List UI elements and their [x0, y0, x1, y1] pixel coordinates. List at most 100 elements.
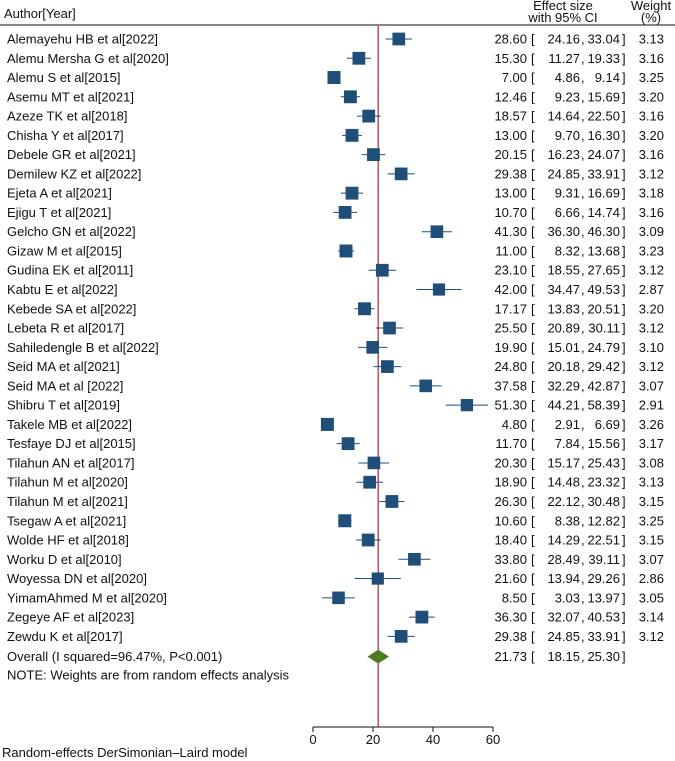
study-row: Alemu Mersha G et al[2020] 15.30 [11.27, 19… [7, 51, 664, 66]
study-ci-comma: , [581, 89, 585, 104]
study-ci-upper: 22.50 [587, 109, 620, 124]
study-ci-comma: , [581, 51, 585, 66]
study-ci-comma: , [581, 301, 585, 316]
study-point-square [338, 206, 352, 219]
study-ci-upper: 33.04 [587, 32, 620, 47]
study-ci-lower: 16.23 [547, 147, 580, 162]
study-effect-value: 7.00 [502, 70, 527, 85]
study-ci-lower: 15.01 [547, 340, 580, 355]
study-weight-value: 3.05 [639, 590, 664, 605]
overall-effect-value: 21.73 [494, 649, 527, 664]
study-label: Ejeta A et al[2021] [7, 186, 112, 201]
study-ci-close-bracket: ] [622, 340, 626, 355]
study-label: Seid MA et al [2022] [7, 378, 123, 393]
study-label: Kabtu E et al[2022] [7, 282, 118, 297]
study-ci-upper: 22.51 [587, 533, 620, 548]
study-weight-value: 2.86 [639, 571, 664, 586]
study-effect-value: 18.57 [494, 109, 527, 124]
study-point-square [345, 128, 359, 142]
study-label: Tsegaw A et al[2021] [7, 513, 126, 528]
study-ci-close-bracket: ] [622, 186, 626, 201]
study-row: Shibru T et al[2019] 51.30 [44.21, 58.39] 2.… [7, 398, 664, 413]
study-effect-value: 41.30 [494, 224, 527, 239]
study-weight-value: 3.08 [639, 455, 664, 470]
study-ci-upper: 20.51 [587, 301, 620, 316]
study-ci-open-bracket: [ [531, 32, 535, 47]
study-row: Demilew KZ et al[2022] 29.38 [24.85, 33.91]… [7, 166, 664, 181]
study-ci-upper: 15.56 [587, 436, 620, 451]
study-ci-upper: 14.74 [587, 205, 620, 220]
study-point-square [408, 552, 421, 566]
study-ci-comma: , [581, 455, 585, 470]
study-weight-value: 3.25 [639, 513, 664, 528]
study-point-square [362, 109, 376, 123]
study-label: Zewdu K et al[2017] [7, 629, 123, 644]
study-effect-value: 26.30 [494, 494, 527, 509]
study-row: Tilahun M et al[2020] 18.90 [14.48, 23.32] 3… [7, 475, 664, 490]
study-ci-open-bracket: [ [531, 109, 535, 124]
study-weight-value: 3.15 [639, 533, 664, 548]
study-ci-upper: 12.82 [587, 513, 620, 528]
study-effect-value: 13.00 [494, 128, 527, 143]
study-ci-comma: , [581, 166, 585, 181]
study-row: Asemu MT et al[2021] 12.46 [9.23, 15.69] 3.2… [7, 89, 664, 104]
study-ci-upper: 27.65 [587, 263, 620, 278]
study-ci-lower: 4.86 [555, 70, 580, 85]
study-ci-comma: , [581, 205, 585, 220]
study-ci-comma: , [581, 128, 585, 143]
study-effect-value: 10.70 [494, 205, 527, 220]
study-ci-lower: 32.07 [547, 610, 580, 625]
study-ci-open-bracket: [ [531, 359, 535, 374]
study-ci-upper: 13.97 [587, 590, 620, 605]
study-ci-close-bracket: ] [622, 301, 626, 316]
study-weight-value: 3.16 [639, 51, 664, 66]
study-point-square [394, 630, 408, 643]
study-ci-lower: 24.85 [547, 629, 580, 644]
study-row: Gelcho GN et al[2022] 41.30 [36.30, 46.30] 3… [7, 224, 664, 239]
study-row: Wolde HF et al[2018] 18.40 [14.29, 22.51] 3.… [7, 533, 664, 548]
study-label: Zegeye AF et al[2023] [7, 610, 134, 625]
study-weight-value: 3.16 [639, 205, 664, 220]
study-ci-upper: 6.69 [595, 417, 620, 432]
study-ci-comma: , [581, 533, 585, 548]
study-ci-open-bracket: [ [531, 89, 535, 104]
study-effect-value: 23.10 [494, 263, 527, 278]
study-ci-close-bracket: ] [622, 590, 626, 605]
study-ci-close-bracket: ] [622, 282, 626, 297]
study-label: Kebede SA et al[2022] [7, 301, 136, 316]
study-row: Seid MA et al[2021] 24.80 [20.18, 29.42] 3.1… [7, 359, 664, 374]
study-weight-value: 3.12 [639, 629, 664, 644]
study-weight-value: 3.20 [639, 128, 664, 143]
study-weight-value: 3.12 [639, 166, 664, 181]
study-label: Woyessa DN et al[2020] [7, 571, 147, 586]
study-ci-close-bracket: ] [622, 629, 626, 644]
study-label: Azeze TK et al[2018] [7, 109, 127, 124]
study-ci-close-bracket: ] [622, 32, 626, 47]
study-point-square [371, 572, 384, 585]
study-weight-value: 3.12 [639, 359, 664, 374]
study-point-square [341, 437, 355, 451]
study-ci-upper: 39.11 [588, 552, 620, 567]
study-weight-value: 3.18 [639, 186, 664, 201]
study-weight-value: 3.13 [639, 475, 664, 490]
study-label: Lebeta R et al[2017] [7, 321, 124, 336]
study-ci-close-bracket: ] [622, 321, 626, 336]
study-ci-close-bracket: ] [622, 147, 626, 162]
study-weight-value: 3.13 [639, 32, 664, 47]
study-ci-comma: , [581, 494, 585, 509]
study-ci-open-bracket: [ [531, 533, 535, 548]
study-effect-value: 11.70 [495, 436, 527, 451]
model-footer: Random-effects DerSimonian–Laird model [2, 745, 248, 760]
study-ci-close-bracket: ] [622, 128, 626, 143]
study-ci-lower: 14.29 [547, 533, 580, 548]
study-ci-lower: 14.64 [547, 109, 580, 124]
study-ci-close-bracket: ] [622, 571, 626, 586]
study-row: Debele GR et al[2021] 20.15 [16.23, 24.07] 3… [7, 147, 664, 162]
study-effect-value: 8.50 [502, 590, 527, 605]
study-ci-lower: 9.70 [555, 128, 580, 143]
study-row: Lebeta R et al[2017] 25.50 [20.89, 30.11] 3.… [7, 321, 664, 336]
study-weight-value: 3.15 [639, 494, 664, 509]
study-ci-comma: , [581, 513, 585, 528]
study-point-square [366, 340, 380, 354]
